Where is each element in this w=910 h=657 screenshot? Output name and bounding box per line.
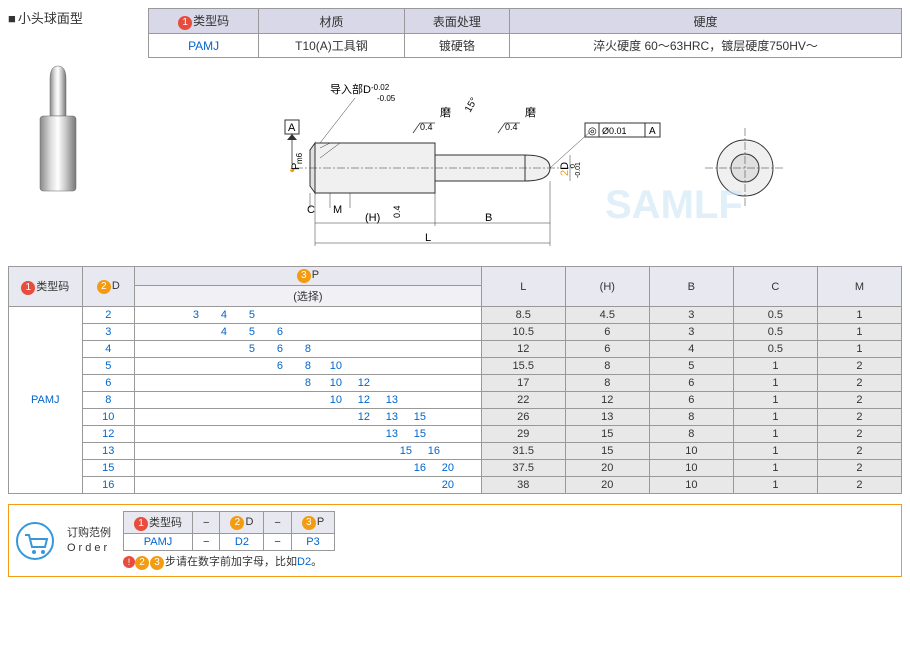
svg-text:A: A: [649, 126, 656, 137]
svg-text:SAMLF: SAMLF: [605, 183, 743, 227]
svg-text:L: L: [425, 232, 431, 244]
type-code-cell: PAMJ: [9, 307, 83, 494]
svg-text:(H): (H): [365, 212, 380, 224]
table-row: 345610.5630.51: [9, 324, 902, 341]
spec-table: 1类型码 材质 表面处理 硬度 PAMJ T10(A)工具钢 镀硬铬 淬火硬度 …: [148, 8, 902, 58]
table-row: 681012178612: [9, 375, 902, 392]
spec-surface: 镀硬铬: [404, 34, 509, 58]
product-title: 小头球面型: [8, 8, 138, 27]
table-row: 15162037.5201012: [9, 460, 902, 477]
spec-header-hardness: 硬度: [510, 9, 902, 34]
svg-text:0.4: 0.4: [505, 122, 518, 132]
svg-text:M: M: [333, 204, 342, 216]
order-table: 1类型码 − 2D − 3P PAMJ − D2 − P3: [123, 511, 335, 551]
svg-text:-0.01: -0.01: [575, 162, 582, 178]
svg-text:Ø0.01: Ø0.01: [602, 126, 627, 136]
svg-text:0.4: 0.4: [392, 205, 402, 218]
svg-text:磨: 磨: [525, 106, 536, 119]
table-row: 13151631.5151012: [9, 443, 902, 460]
title-column: 小头球面型: [8, 8, 138, 258]
cart-icon: [15, 521, 55, 561]
spec-header-material: 材质: [259, 9, 404, 34]
spec-type-code: PAMJ: [149, 34, 259, 58]
spec-header-surface: 表面处理: [404, 9, 509, 34]
svg-text:A: A: [288, 122, 296, 134]
spec-header-type: 1类型码: [149, 9, 259, 34]
svg-text:磨: 磨: [440, 106, 451, 119]
svg-text:C: C: [307, 204, 315, 216]
spec-hardness: 淬火硬度 60～63HRC，镀层硬度750HV～: [510, 34, 902, 58]
table-row: 1213152915812: [9, 426, 902, 443]
svg-text:0.4: 0.4: [420, 122, 433, 132]
product-image: [8, 31, 108, 231]
table-row: 162038201012: [9, 477, 902, 494]
dimension-table: 1类型码 2D 3P L (H) B C M (选择) PAMJ23458.54…: [8, 266, 902, 494]
svg-text:m6: m6: [295, 152, 304, 164]
spec-material: T10(A)工具钢: [259, 34, 404, 58]
svg-text:-0.05: -0.05: [377, 94, 396, 103]
svg-text:◎: ◎: [588, 126, 597, 137]
table-row: 81012132212612: [9, 392, 902, 409]
table-row: 101213152613812: [9, 409, 902, 426]
table-row: 5681015.58512: [9, 358, 902, 375]
technical-diagram: 导入部D-0.02 -0.05 磨 0.4 15° 磨 0.4: [148, 68, 902, 258]
order-label: 订购范例 Order: [67, 526, 111, 555]
order-note: !23步请在数字前加字母，比如D2。: [123, 553, 335, 570]
table-row: PAMJ23458.54.530.51: [9, 307, 902, 324]
svg-text:15°: 15°: [463, 96, 480, 115]
order-example-box: 订购范例 Order 1类型码 − 2D − 3P PAMJ − D2 − P3: [8, 504, 902, 577]
table-row: 456812640.51: [9, 341, 902, 358]
svg-text:B: B: [485, 212, 492, 224]
